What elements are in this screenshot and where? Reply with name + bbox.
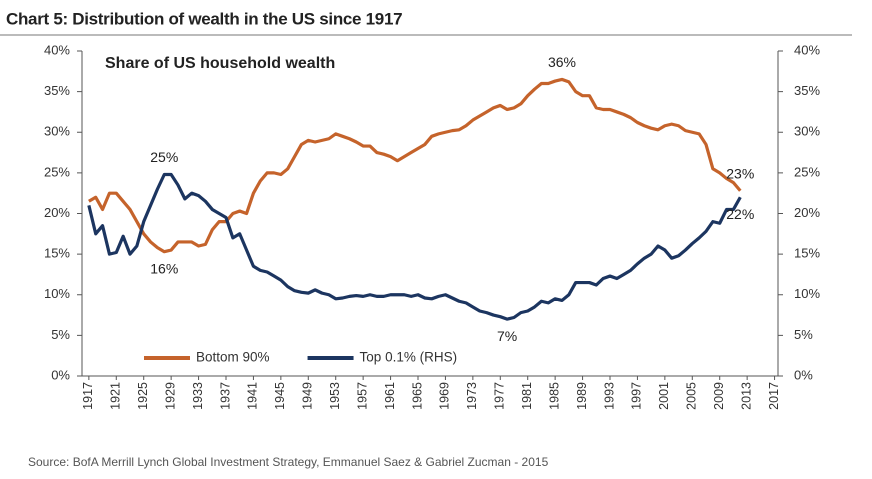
y2-tick-label: 0%	[794, 367, 813, 382]
x-tick-label: 1917	[81, 382, 95, 410]
x-tick-label: 1949	[301, 382, 315, 410]
y2-tick-label: 20%	[794, 205, 820, 220]
x-tick-label: 1961	[383, 382, 397, 410]
x-tick-label: 1977	[493, 382, 507, 410]
x-tick-label: 1945	[273, 382, 287, 410]
line-series	[87, 172, 742, 321]
x-tick-label: 1981	[520, 382, 534, 410]
x-tick-label: 1973	[465, 382, 479, 410]
chart-title: Chart 5: Distribution of wealth in the U…	[6, 9, 402, 28]
y2-tick-label: 30%	[794, 124, 820, 139]
annotation: 23%	[726, 165, 754, 181]
annotation: 36%	[548, 54, 576, 70]
x-tick-label: 1925	[136, 382, 150, 410]
legend-label: Top 0.1% (RHS)	[360, 350, 458, 365]
y-tick-label: 0%	[51, 367, 70, 382]
y-tick-label: 5%	[51, 327, 70, 342]
x-tick-label: 2017	[767, 382, 781, 410]
x-tick-label: 2013	[739, 382, 753, 410]
annotation: 22%	[726, 206, 754, 222]
x-tick-label: 1929	[163, 382, 177, 410]
y-tick-label: 35%	[44, 83, 70, 98]
x-tick-label: 1957	[355, 382, 369, 410]
annotation: 25%	[150, 149, 178, 165]
y2-tick-label: 5%	[794, 327, 813, 342]
annotation: 16%	[150, 260, 178, 276]
y2-tick-label: 15%	[794, 246, 820, 261]
source: Source: BofA Merrill Lynch Global Invest…	[28, 455, 549, 469]
y2-tick-label: 25%	[794, 164, 820, 179]
x-tick-label: 1989	[575, 382, 589, 410]
y2-tick-label: 10%	[794, 286, 820, 301]
y2-tick-label: 40%	[794, 42, 820, 57]
x-tick-label: 1941	[246, 382, 260, 410]
x-tick-label: 1933	[191, 382, 205, 410]
y-tick-label: 25%	[44, 164, 70, 179]
x-tick-label: 1997	[630, 382, 644, 410]
line-series	[88, 77, 742, 254]
x-tick-label: 1937	[218, 382, 232, 410]
x-tick-label: 1921	[109, 382, 123, 410]
x-tick-label: 1993	[602, 382, 616, 410]
y-tick-label: 40%	[44, 42, 70, 57]
x-tick-label: 1969	[438, 382, 452, 410]
y-tick-label: 30%	[44, 124, 70, 139]
legend-label: Bottom 90%	[196, 350, 270, 365]
chart-subtitle: Share of US household wealth	[105, 55, 335, 72]
x-tick-label: 1985	[547, 382, 561, 410]
annotation: 7%	[497, 328, 517, 344]
x-tick-label: 1953	[328, 382, 342, 410]
y-tick-label: 20%	[44, 205, 70, 220]
x-tick-label: 2005	[685, 382, 699, 410]
x-tick-label: 1965	[410, 382, 424, 410]
x-tick-label: 2009	[712, 382, 726, 410]
x-tick-label: 2001	[657, 382, 671, 410]
y-tick-label: 10%	[44, 286, 70, 301]
y2-tick-label: 35%	[794, 83, 820, 98]
y-tick-label: 15%	[44, 246, 70, 261]
